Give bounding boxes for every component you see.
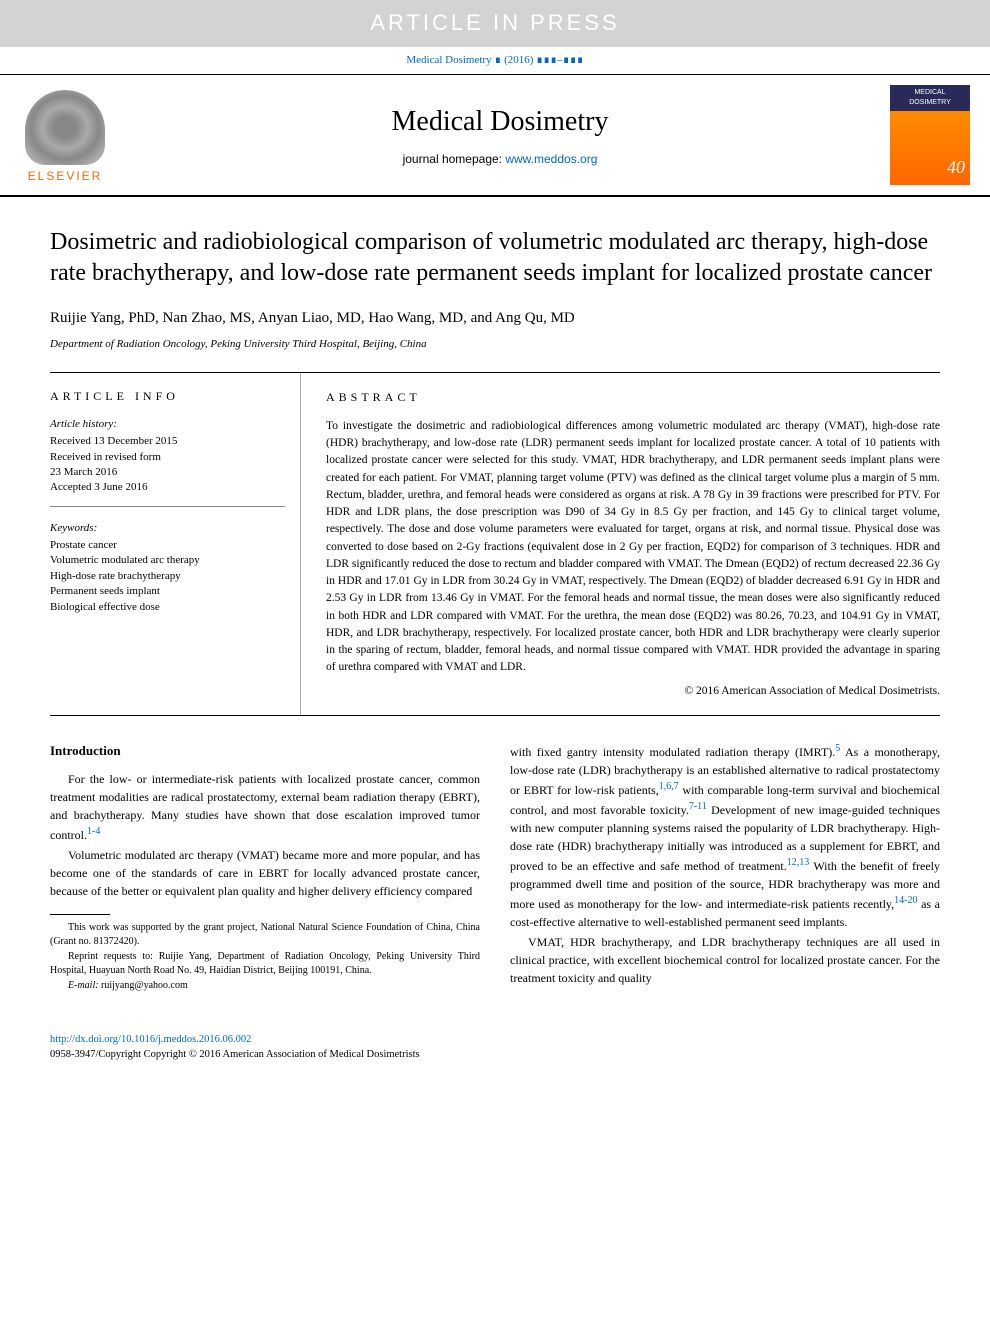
- ref-link[interactable]: 14-20: [894, 895, 917, 906]
- ref-link[interactable]: 1-4: [87, 826, 100, 837]
- history-block: Article history: Received 13 December 20…: [50, 417, 285, 507]
- intro-p2: Volumetric modulated arc therapy (VMAT) …: [50, 846, 480, 900]
- citation-line: Medical Dosimetry ∎ (2016) ∎∎∎–∎∎∎: [0, 47, 990, 74]
- keyword: Biological effective dose: [50, 600, 285, 615]
- keywords-block: Keywords: Prostate cancer Volumetric mod…: [50, 521, 285, 625]
- intro-p2-cont: with fixed gantry intensity modulated ra…: [510, 741, 940, 931]
- introduction-heading: Introduction: [50, 741, 480, 761]
- email-value: ruijyang@yahoo.com: [99, 980, 188, 991]
- keyword: Volumetric modulated arc therapy: [50, 553, 285, 568]
- footnote-reprint: Reprint requests to: Ruijie Yang, Depart…: [50, 950, 480, 977]
- doi-link[interactable]: http://dx.doi.org/10.1016/j.meddos.2016.…: [50, 1034, 251, 1045]
- citation-journal: Medical Dosimetry: [406, 54, 491, 66]
- journal-title: Medical Dosimetry: [110, 102, 890, 141]
- article-info: ARTICLE INFO Article history: Received 1…: [50, 373, 300, 715]
- journal-title-block: Medical Dosimetry journal homepage: www.…: [110, 102, 890, 168]
- authors: Ruijie Yang, PhD, Nan Zhao, MS, Anyan Li…: [50, 308, 940, 329]
- article-title: Dosimetric and radiobiological compariso…: [50, 227, 940, 289]
- abstract-copyright: © 2016 American Association of Medical D…: [326, 683, 940, 700]
- intro-p3: VMAT, HDR brachytherapy, and LDR brachyt…: [510, 933, 940, 987]
- affiliation: Department of Radiation Oncology, Peking…: [50, 337, 940, 352]
- journal-homepage: journal homepage: www.meddos.org: [110, 151, 890, 168]
- footnote-separator: [50, 914, 110, 915]
- cover-label: MEDICAL DOSIMETRY: [890, 85, 970, 111]
- p2a: with fixed gantry intensity modulated ra…: [510, 745, 835, 759]
- elsevier-tree-icon: [25, 90, 105, 165]
- footnote-funding: This work was supported by the grant pro…: [50, 921, 480, 948]
- ref-link[interactable]: 7-11: [689, 801, 707, 812]
- abstract-text: To investigate the dosimetric and radiob…: [326, 418, 940, 677]
- elsevier-logo[interactable]: ELSEVIER: [20, 85, 110, 185]
- cover-body: 40: [890, 111, 970, 185]
- ref-link[interactable]: 1,6,7: [659, 781, 679, 792]
- citation-link[interactable]: Medical Dosimetry ∎ (2016) ∎∎∎–∎∎∎: [406, 54, 583, 66]
- keyword: Permanent seeds implant: [50, 584, 285, 599]
- history-label: Article history:: [50, 417, 285, 432]
- p1-text: For the low- or intermediate-risk patien…: [50, 772, 480, 842]
- accepted-date: Accepted 3 June 2016: [50, 480, 285, 495]
- article-info-heading: ARTICLE INFO: [50, 388, 285, 405]
- article-body: Dosimetric and radiobiological compariso…: [0, 197, 990, 1023]
- journal-cover-thumbnail[interactable]: MEDICAL DOSIMETRY 40: [890, 85, 970, 185]
- keyword: Prostate cancer: [50, 538, 285, 553]
- citation-volume: ∎ (2016) ∎∎∎–∎∎∎: [492, 54, 584, 66]
- keywords-label: Keywords:: [50, 521, 285, 536]
- elsevier-text: ELSEVIER: [28, 168, 103, 185]
- revised-date: 23 March 2016: [50, 465, 285, 480]
- journal-header: ELSEVIER Medical Dosimetry journal homep…: [0, 74, 990, 197]
- received-date: Received 13 December 2015: [50, 434, 285, 449]
- email-label: E-mail:: [68, 980, 99, 991]
- ref-link[interactable]: 12,13: [787, 857, 810, 868]
- article-in-press-banner: ARTICLE IN PRESS: [0, 0, 990, 47]
- cover-anniversary-badge: 40: [947, 155, 965, 180]
- footnote-email: E-mail: ruijyang@yahoo.com: [50, 979, 480, 993]
- intro-p1: For the low- or intermediate-risk patien…: [50, 770, 480, 844]
- revised-label: Received in revised form: [50, 450, 285, 465]
- homepage-label: journal homepage:: [403, 152, 506, 166]
- footer: http://dx.doi.org/10.1016/j.meddos.2016.…: [0, 1023, 990, 1082]
- main-text: Introduction For the low- or intermediat…: [50, 741, 940, 993]
- abstract: ABSTRACT To investigate the dosimetric a…: [300, 373, 940, 715]
- keyword: High-dose rate brachytherapy: [50, 569, 285, 584]
- abstract-heading: ABSTRACT: [326, 388, 940, 406]
- homepage-link[interactable]: www.meddos.org: [505, 152, 597, 166]
- issn-copyright: 0958-3947/Copyright Copyright © 2016 Ame…: [50, 1048, 940, 1063]
- info-abstract-row: ARTICLE INFO Article history: Received 1…: [50, 372, 940, 716]
